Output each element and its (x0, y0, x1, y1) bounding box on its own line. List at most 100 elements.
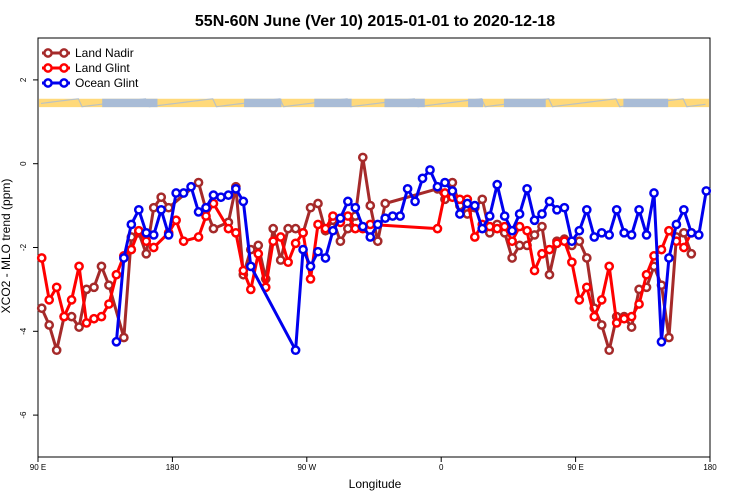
data-point-land-glint (298, 227, 308, 238)
data-point-land-nadir (36, 303, 47, 314)
land-ocean-mask-band (39, 98, 709, 108)
data-point-land-nadir (193, 177, 204, 188)
data-point-ocean-glint (133, 204, 144, 215)
data-point-land-nadir (89, 282, 99, 293)
x-tick-label: 180 (166, 463, 180, 472)
y-tick-label: 0 (19, 161, 28, 166)
data-point-land-glint (679, 242, 689, 253)
legend-label-land-glint: Land Glint (75, 61, 130, 75)
data-point-ocean-glint (425, 165, 435, 175)
y-tick-label: -2 (19, 243, 28, 251)
data-point-ocean-glint (305, 261, 316, 272)
data-point-ocean-glint (440, 177, 450, 188)
data-point-ocean-glint (574, 225, 585, 236)
data-point-ocean-glint (649, 188, 659, 198)
data-point-land-glint (148, 242, 159, 253)
data-point-land-glint (469, 232, 480, 242)
data-point-land-glint (36, 253, 47, 263)
data-point-ocean-glint (343, 196, 353, 207)
data-point-ocean-glint (238, 196, 249, 207)
legend-marker-ocean-glint (43, 78, 53, 88)
data-point-land-glint (484, 221, 495, 232)
data-point-land-nadir (514, 240, 525, 251)
data-point-ocean-glint (671, 219, 682, 230)
y-tick-label: -4 (19, 327, 28, 335)
legend-marker-land-glint (59, 63, 69, 73)
data-point-land-nadir (335, 236, 346, 247)
data-point-land-glint (283, 257, 293, 268)
data-point-ocean-glint (320, 253, 331, 263)
data-point-land-glint (529, 265, 540, 276)
data-point-land-nadir (544, 269, 555, 280)
data-point-land-glint (126, 244, 137, 255)
legend-marker-ocean-glint (59, 78, 69, 88)
x-tick-label: 180 (703, 463, 717, 472)
data-point-land-glint (81, 318, 92, 328)
series-land-glint (36, 188, 697, 328)
data-point-land-nadir (119, 332, 129, 343)
coastline-texture (40, 98, 706, 108)
data-point-ocean-glint (417, 173, 428, 184)
data-point-land-nadir (253, 240, 264, 251)
data-point-land-glint (104, 299, 114, 309)
data-point-ocean-glint (208, 190, 219, 200)
x-tick-label: 0 (439, 463, 444, 472)
data-point-ocean-glint (604, 230, 615, 240)
data-point-ocean-glint (455, 209, 465, 219)
data-point-land-nadir (96, 261, 107, 272)
data-point-land-nadir (447, 177, 458, 188)
series-layer (36, 152, 712, 356)
ocean-band-segment (244, 98, 282, 108)
data-point-ocean-glint (410, 196, 420, 207)
data-point-ocean-glint (298, 244, 308, 255)
data-point-land-glint (141, 236, 152, 247)
data-point-land-glint (440, 188, 450, 198)
data-point-land-glint (245, 284, 256, 295)
data-point-land-nadir (44, 320, 55, 330)
data-point-land-nadir (679, 227, 689, 238)
land-band-background (39, 98, 709, 108)
data-point-land-glint (275, 232, 286, 242)
data-point-land-nadir (290, 223, 301, 234)
data-point-ocean-glint (529, 215, 540, 226)
data-point-ocean-glint (567, 236, 577, 247)
data-point-land-nadir (664, 332, 674, 343)
data-point-land-nadir (156, 192, 167, 203)
legend-label-ocean-glint: Ocean Glint (75, 76, 139, 90)
series-ocean-glint (111, 165, 712, 356)
data-point-land-glint (350, 223, 361, 234)
data-point-land-nadir (104, 280, 114, 291)
data-point-ocean-glint (559, 202, 570, 213)
data-point-land-nadir (581, 253, 592, 263)
data-point-land-glint (619, 313, 629, 324)
data-point-land-glint (656, 244, 667, 255)
data-point-land-nadir (74, 322, 84, 332)
data-point-land-nadir (275, 255, 286, 265)
legend-label-land-nadir: Land Nadir (75, 46, 134, 60)
x-axis: 90 E 180 90 W 0 90 E 180 (30, 457, 717, 472)
data-point-land-nadir (574, 236, 585, 247)
data-point-ocean-glint (141, 227, 152, 238)
data-point-land-glint (604, 261, 615, 272)
data-point-ocean-glint (193, 207, 204, 217)
data-point-land-nadir (537, 221, 547, 232)
data-point-ocean-glint (365, 232, 376, 242)
data-point-ocean-glint (245, 261, 256, 272)
data-point-land-nadir (357, 152, 368, 163)
data-point-ocean-glint (544, 196, 555, 207)
y-tick-label: 2 (19, 77, 28, 82)
data-point-land-glint (574, 295, 585, 305)
ocean-band-segment (468, 98, 484, 108)
data-point-land-nadir (51, 345, 62, 356)
chart-title: 55N-60N June (Ver 10) 2015-01-01 to 2020… (195, 13, 555, 30)
data-point-ocean-glint (686, 227, 697, 238)
data-point-ocean-glint (328, 225, 338, 236)
data-point-land-nadir (477, 194, 488, 205)
data-point-ocean-glint (148, 230, 159, 240)
data-point-land-glint (522, 225, 532, 236)
data-point-ocean-glint (701, 186, 712, 196)
data-point-ocean-glint (537, 209, 547, 219)
data-point-land-nadir (604, 345, 615, 356)
data-point-land-nadir (208, 223, 219, 234)
data-point-ocean-glint (514, 209, 525, 219)
